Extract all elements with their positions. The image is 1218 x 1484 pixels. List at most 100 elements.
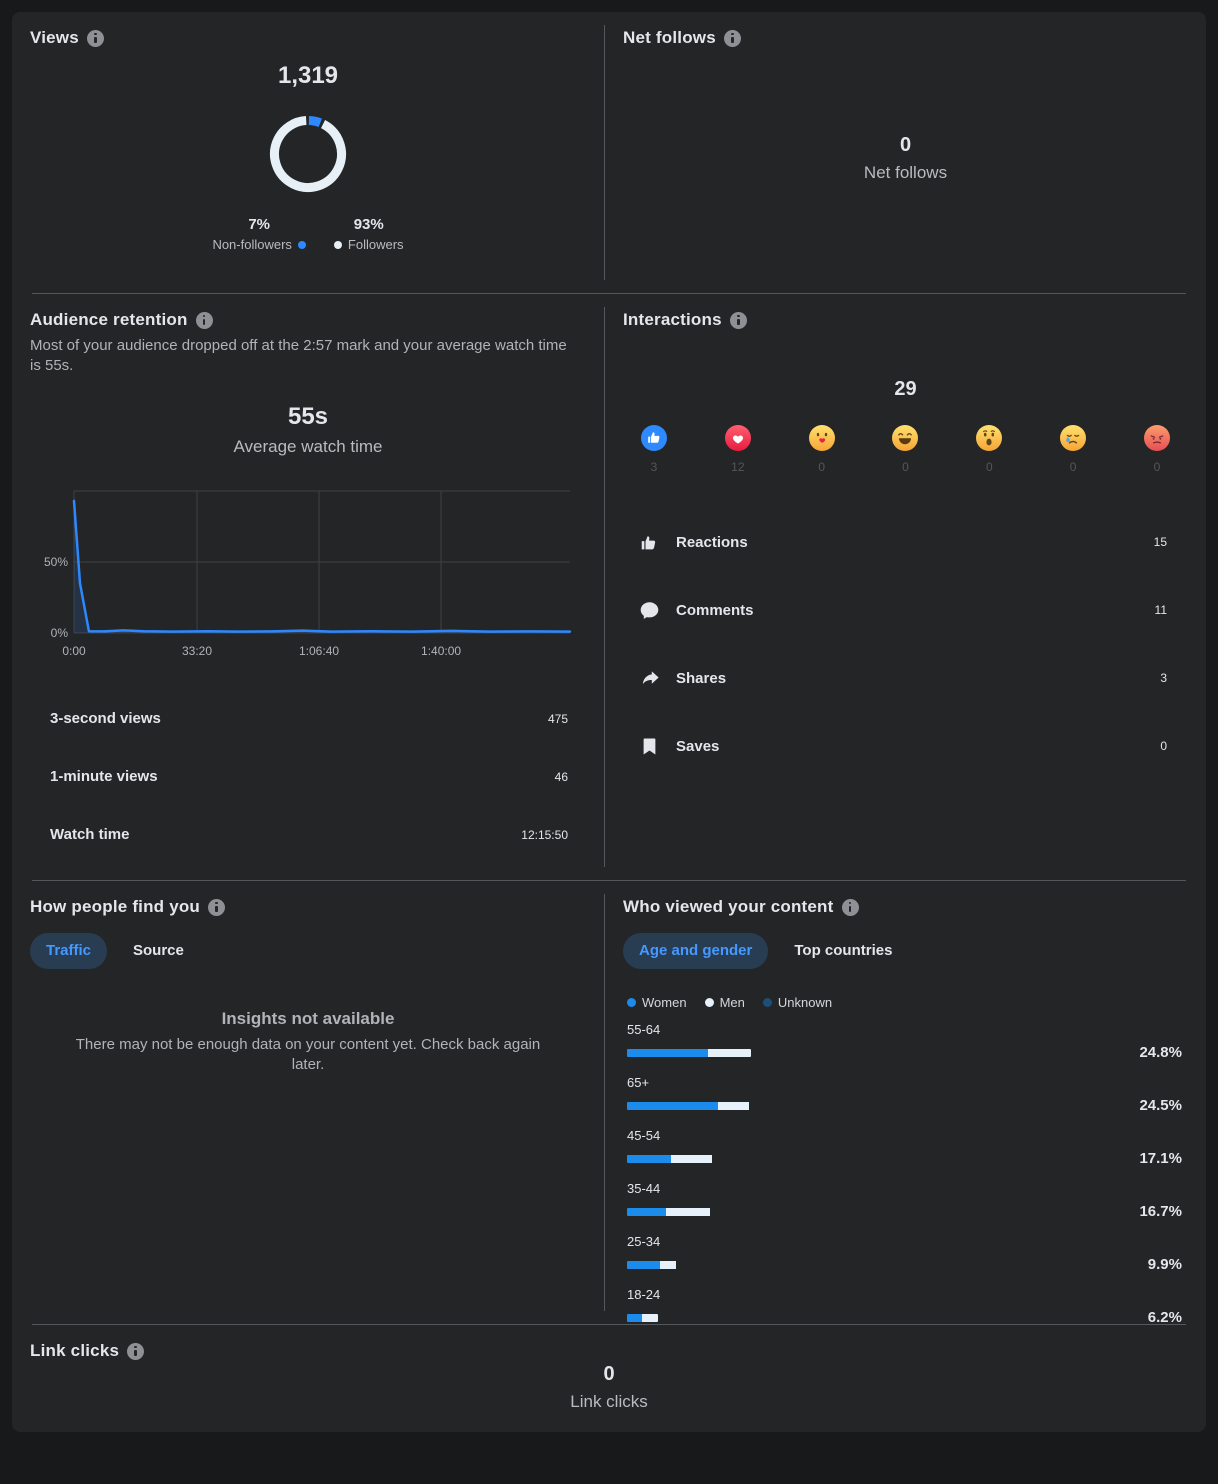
net-follows-label: Net follows xyxy=(863,163,948,182)
info-icon[interactable] xyxy=(729,311,747,329)
insights-empty-state: Insights not available There may not be … xyxy=(75,1009,541,1074)
section-views-netfollows: Views 1,319 7% Non-followers xyxy=(12,12,1206,293)
unknown-dot-icon xyxy=(762,998,772,1007)
age-bar-row: 65+ 24.5% xyxy=(627,1075,1182,1114)
reaction-care: 0 xyxy=(805,425,839,474)
age-percentage: 6.2% xyxy=(1147,1309,1182,1326)
info-icon[interactable] xyxy=(841,898,859,916)
tab-traffic[interactable]: Traffic xyxy=(30,933,108,969)
who-viewed-panel: Who viewed your content Age and gender T… xyxy=(605,881,1206,1326)
share-arrow-icon xyxy=(639,668,660,689)
section-find-viewers: How people find you Traffic Source Insig… xyxy=(12,881,1206,1326)
vertical-divider xyxy=(604,25,605,280)
net-follows-stat: 0 Net follows xyxy=(605,48,1206,269)
link-clicks-panel: Link clicks 0 Link clicks xyxy=(12,1325,1206,1432)
bar-segment-women xyxy=(627,1313,642,1322)
comments-row: Comments 11 xyxy=(605,576,1206,644)
tab-age-and-gender[interactable]: Age and gender xyxy=(623,933,769,969)
reaction-wow: 0 xyxy=(972,425,1006,474)
net-follows-title: Net follows xyxy=(623,28,716,47)
reactions-emoji-row: 3 12 0 xyxy=(605,425,1206,474)
interactions-panel: Interactions 29 3 12 xyxy=(605,294,1206,880)
tab-source[interactable]: Source xyxy=(133,942,184,959)
interaction-rows: Reactions 15 Comments 11 Shares 3 xyxy=(605,508,1206,780)
retention-stats: 3-second views 475 1-minute views 46 Wat… xyxy=(12,690,604,864)
info-icon[interactable] xyxy=(86,29,104,47)
bar-segment-men xyxy=(671,1154,713,1163)
net-follows-value: 0 xyxy=(899,134,912,156)
age-group-label: 25-34 xyxy=(627,1234,661,1249)
bar-segment-women xyxy=(627,1048,708,1057)
svg-text:0:00: 0:00 xyxy=(62,644,86,658)
care-reaction-icon xyxy=(808,425,835,451)
views-panel: Views 1,319 7% Non-followers xyxy=(12,12,604,293)
stat-row: Watch time 12:15:50 xyxy=(50,826,568,843)
svg-text:1:06:40: 1:06:40 xyxy=(299,644,339,658)
svg-text:50%: 50% xyxy=(44,555,68,569)
svg-text:1:40:00: 1:40:00 xyxy=(421,644,461,658)
average-watch-time: 55s Average watch time xyxy=(12,403,604,457)
age-percentage: 24.5% xyxy=(1139,1097,1182,1114)
horizontal-divider xyxy=(32,1324,1186,1325)
stat-row: 3-second views 475 xyxy=(50,710,568,727)
retention-line-chart: 0:00 33:20 1:06:40 1:40:00 0% 50% xyxy=(44,490,572,658)
age-bar-row: 55-64 24.8% xyxy=(627,1022,1182,1061)
followers-dot-icon xyxy=(333,240,342,249)
age-bar xyxy=(627,1154,713,1163)
svg-text:33:20: 33:20 xyxy=(182,644,212,658)
reactions-row: Reactions 15 xyxy=(605,508,1206,576)
find-title: How people find you xyxy=(30,897,201,916)
bar-segment-men xyxy=(707,1048,751,1057)
info-icon[interactable] xyxy=(195,311,213,329)
average-watch-time-value: 55s xyxy=(287,402,329,430)
info-icon[interactable] xyxy=(208,898,226,916)
tab-top-countries[interactable]: Top countries xyxy=(794,942,893,959)
age-group-label: 18-24 xyxy=(627,1287,661,1302)
stat-row: 1-minute views 46 xyxy=(50,768,568,785)
interactions-header: Interactions xyxy=(605,294,1206,330)
interactions-title: Interactions xyxy=(623,310,722,329)
info-icon[interactable] xyxy=(723,29,741,47)
info-icon[interactable] xyxy=(127,1342,145,1360)
legend-men: Men xyxy=(704,995,745,1010)
age-bar-row: 25-34 9.9% xyxy=(627,1234,1182,1273)
non-followers-dot-icon xyxy=(297,240,306,249)
bar-segment-men xyxy=(666,1207,711,1216)
age-group-label: 45-54 xyxy=(627,1128,661,1143)
link-clicks-value: 0 xyxy=(603,1363,615,1385)
net-follows-panel: Net follows 0 Net follows xyxy=(605,12,1206,293)
interactions-total: 29 xyxy=(894,378,917,400)
age-percentage: 9.9% xyxy=(1147,1256,1182,1273)
bar-segment-men xyxy=(659,1260,677,1269)
age-gender-bar-chart: 55-64 24.8% 65+ 24.5% 45-54 17.1% 35-44 16.7% 25… xyxy=(627,1022,1182,1326)
comment-bubble-icon xyxy=(639,600,660,621)
reaction-like: 3 xyxy=(637,425,671,474)
find-tabs: Traffic Source xyxy=(30,933,604,969)
like-reaction-icon xyxy=(641,425,667,451)
retention-description: Most of your audience dropped off at the… xyxy=(30,337,567,375)
views-header: Views xyxy=(12,12,604,48)
bar-segment-women xyxy=(627,1101,718,1110)
age-group-label: 65+ xyxy=(627,1075,650,1090)
who-viewed-header: Who viewed your content xyxy=(605,881,1206,917)
age-bar xyxy=(627,1260,677,1269)
legend-followers-label: Followers xyxy=(347,237,404,252)
men-dot-icon xyxy=(704,998,714,1007)
reaction-angry: 0 xyxy=(1140,425,1174,474)
bookmark-icon xyxy=(639,736,660,757)
haha-reaction-icon xyxy=(892,425,919,451)
horizontal-divider xyxy=(32,880,1186,881)
svg-text:0%: 0% xyxy=(51,626,69,640)
age-bar-row: 35-44 16.7% xyxy=(627,1181,1182,1220)
women-dot-icon xyxy=(627,998,636,1007)
find-header: How people find you xyxy=(12,881,604,917)
legend-non-followers: 7% Non-followers xyxy=(212,216,306,252)
thumbs-up-icon xyxy=(639,532,660,553)
vertical-divider xyxy=(604,894,605,1311)
wow-reaction-icon xyxy=(976,425,1003,451)
vertical-divider xyxy=(604,307,605,867)
shares-row: Shares 3 xyxy=(605,644,1206,712)
views-donut-chart xyxy=(270,116,346,192)
how-people-find-you-panel: How people find you Traffic Source Insig… xyxy=(12,881,604,1324)
sad-reaction-icon xyxy=(1060,425,1087,451)
